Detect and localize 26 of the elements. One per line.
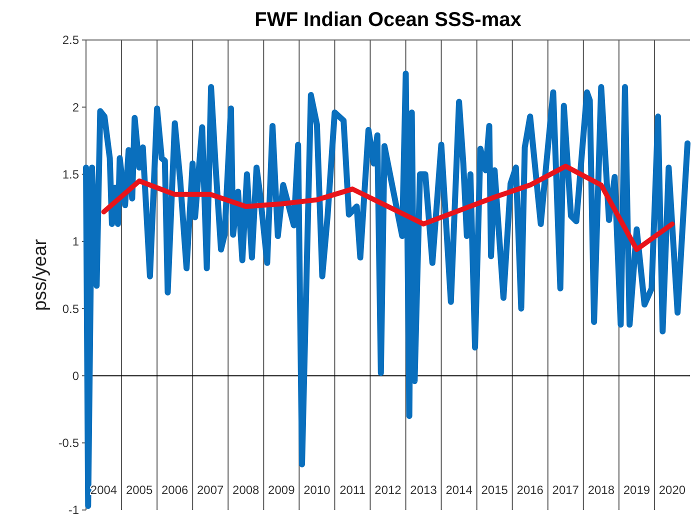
x-tick-label: 2013 <box>410 483 438 497</box>
x-tick-label: 2020 <box>658 483 686 497</box>
x-tick-label: 2012 <box>374 483 402 497</box>
x-tick-label: 2017 <box>552 483 580 497</box>
y-axis-title: pss/year <box>30 238 51 311</box>
y-tick-label: 2 <box>72 100 80 114</box>
y-tick-label: 1 <box>72 234 80 249</box>
y-tick-label: 0.5 <box>62 302 80 316</box>
x-tick-label: 2018 <box>588 483 615 497</box>
x-tick-label: 2005 <box>126 483 153 497</box>
x-tick-label: 2008 <box>232 483 260 497</box>
y-tick-label: 2.5 <box>62 33 80 48</box>
y-tick-label: -0.5 <box>58 436 80 450</box>
x-tick-label: 2016 <box>516 483 544 497</box>
y-tick-label: -1 <box>68 503 80 518</box>
chart-title: FWF Indian Ocean SSS-max <box>254 9 522 31</box>
x-tick-label: 2010 <box>304 483 331 497</box>
y-tick-label: 1.5 <box>62 167 80 182</box>
x-tick-label: 2019 <box>623 483 650 497</box>
x-tick-label: 2015 <box>481 483 508 497</box>
x-tick-label: 2007 <box>197 483 224 497</box>
x-tick-label: 2006 <box>161 483 188 497</box>
y-tick-label: 0 <box>72 368 80 383</box>
x-tick-label: 2011 <box>340 483 366 497</box>
x-tick-label: 2009 <box>268 483 296 497</box>
x-tick-label: 2014 <box>446 483 473 497</box>
